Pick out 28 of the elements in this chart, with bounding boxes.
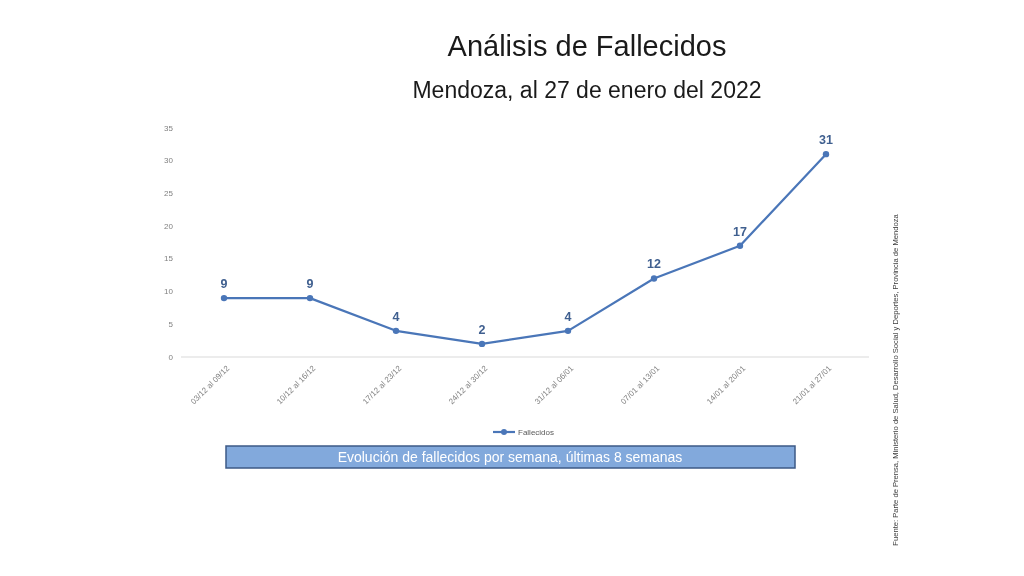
point — [822, 150, 830, 158]
data-label: 9 — [220, 277, 228, 292]
y-tick-label: 10 — [164, 287, 174, 297]
data-label: 9 — [306, 277, 314, 292]
y-tick-label: 30 — [164, 156, 174, 166]
data-label: 31 — [819, 133, 833, 148]
point — [392, 327, 400, 335]
y-tick-label: 15 — [164, 254, 174, 264]
y-tick-label: 0 — [168, 352, 174, 362]
point — [736, 242, 744, 249]
point — [478, 340, 486, 348]
y-tick-label: 20 — [164, 221, 174, 231]
point — [220, 294, 228, 302]
point — [650, 275, 658, 282]
y-tick-label: 35 — [164, 123, 174, 133]
data-label: 2 — [478, 322, 486, 337]
y-tick-label: 25 — [164, 188, 174, 198]
chart-subtitle: Mendoza, al 27 de enero del 2022 — [412, 77, 762, 103]
point — [306, 294, 314, 302]
data-label: 12 — [647, 257, 661, 272]
y-tick-label: 5 — [168, 319, 174, 329]
chart-title: Análisis de Fallecidos — [447, 30, 727, 62]
data-label: 4 — [392, 309, 400, 324]
point — [564, 327, 572, 335]
legend-label: Fallecidos — [518, 427, 555, 437]
data-label: 17 — [733, 224, 747, 239]
data-label: 4 — [564, 309, 572, 324]
text: Evolución de fallecidos por semana, últimas 8 semanas — [337, 448, 683, 465]
